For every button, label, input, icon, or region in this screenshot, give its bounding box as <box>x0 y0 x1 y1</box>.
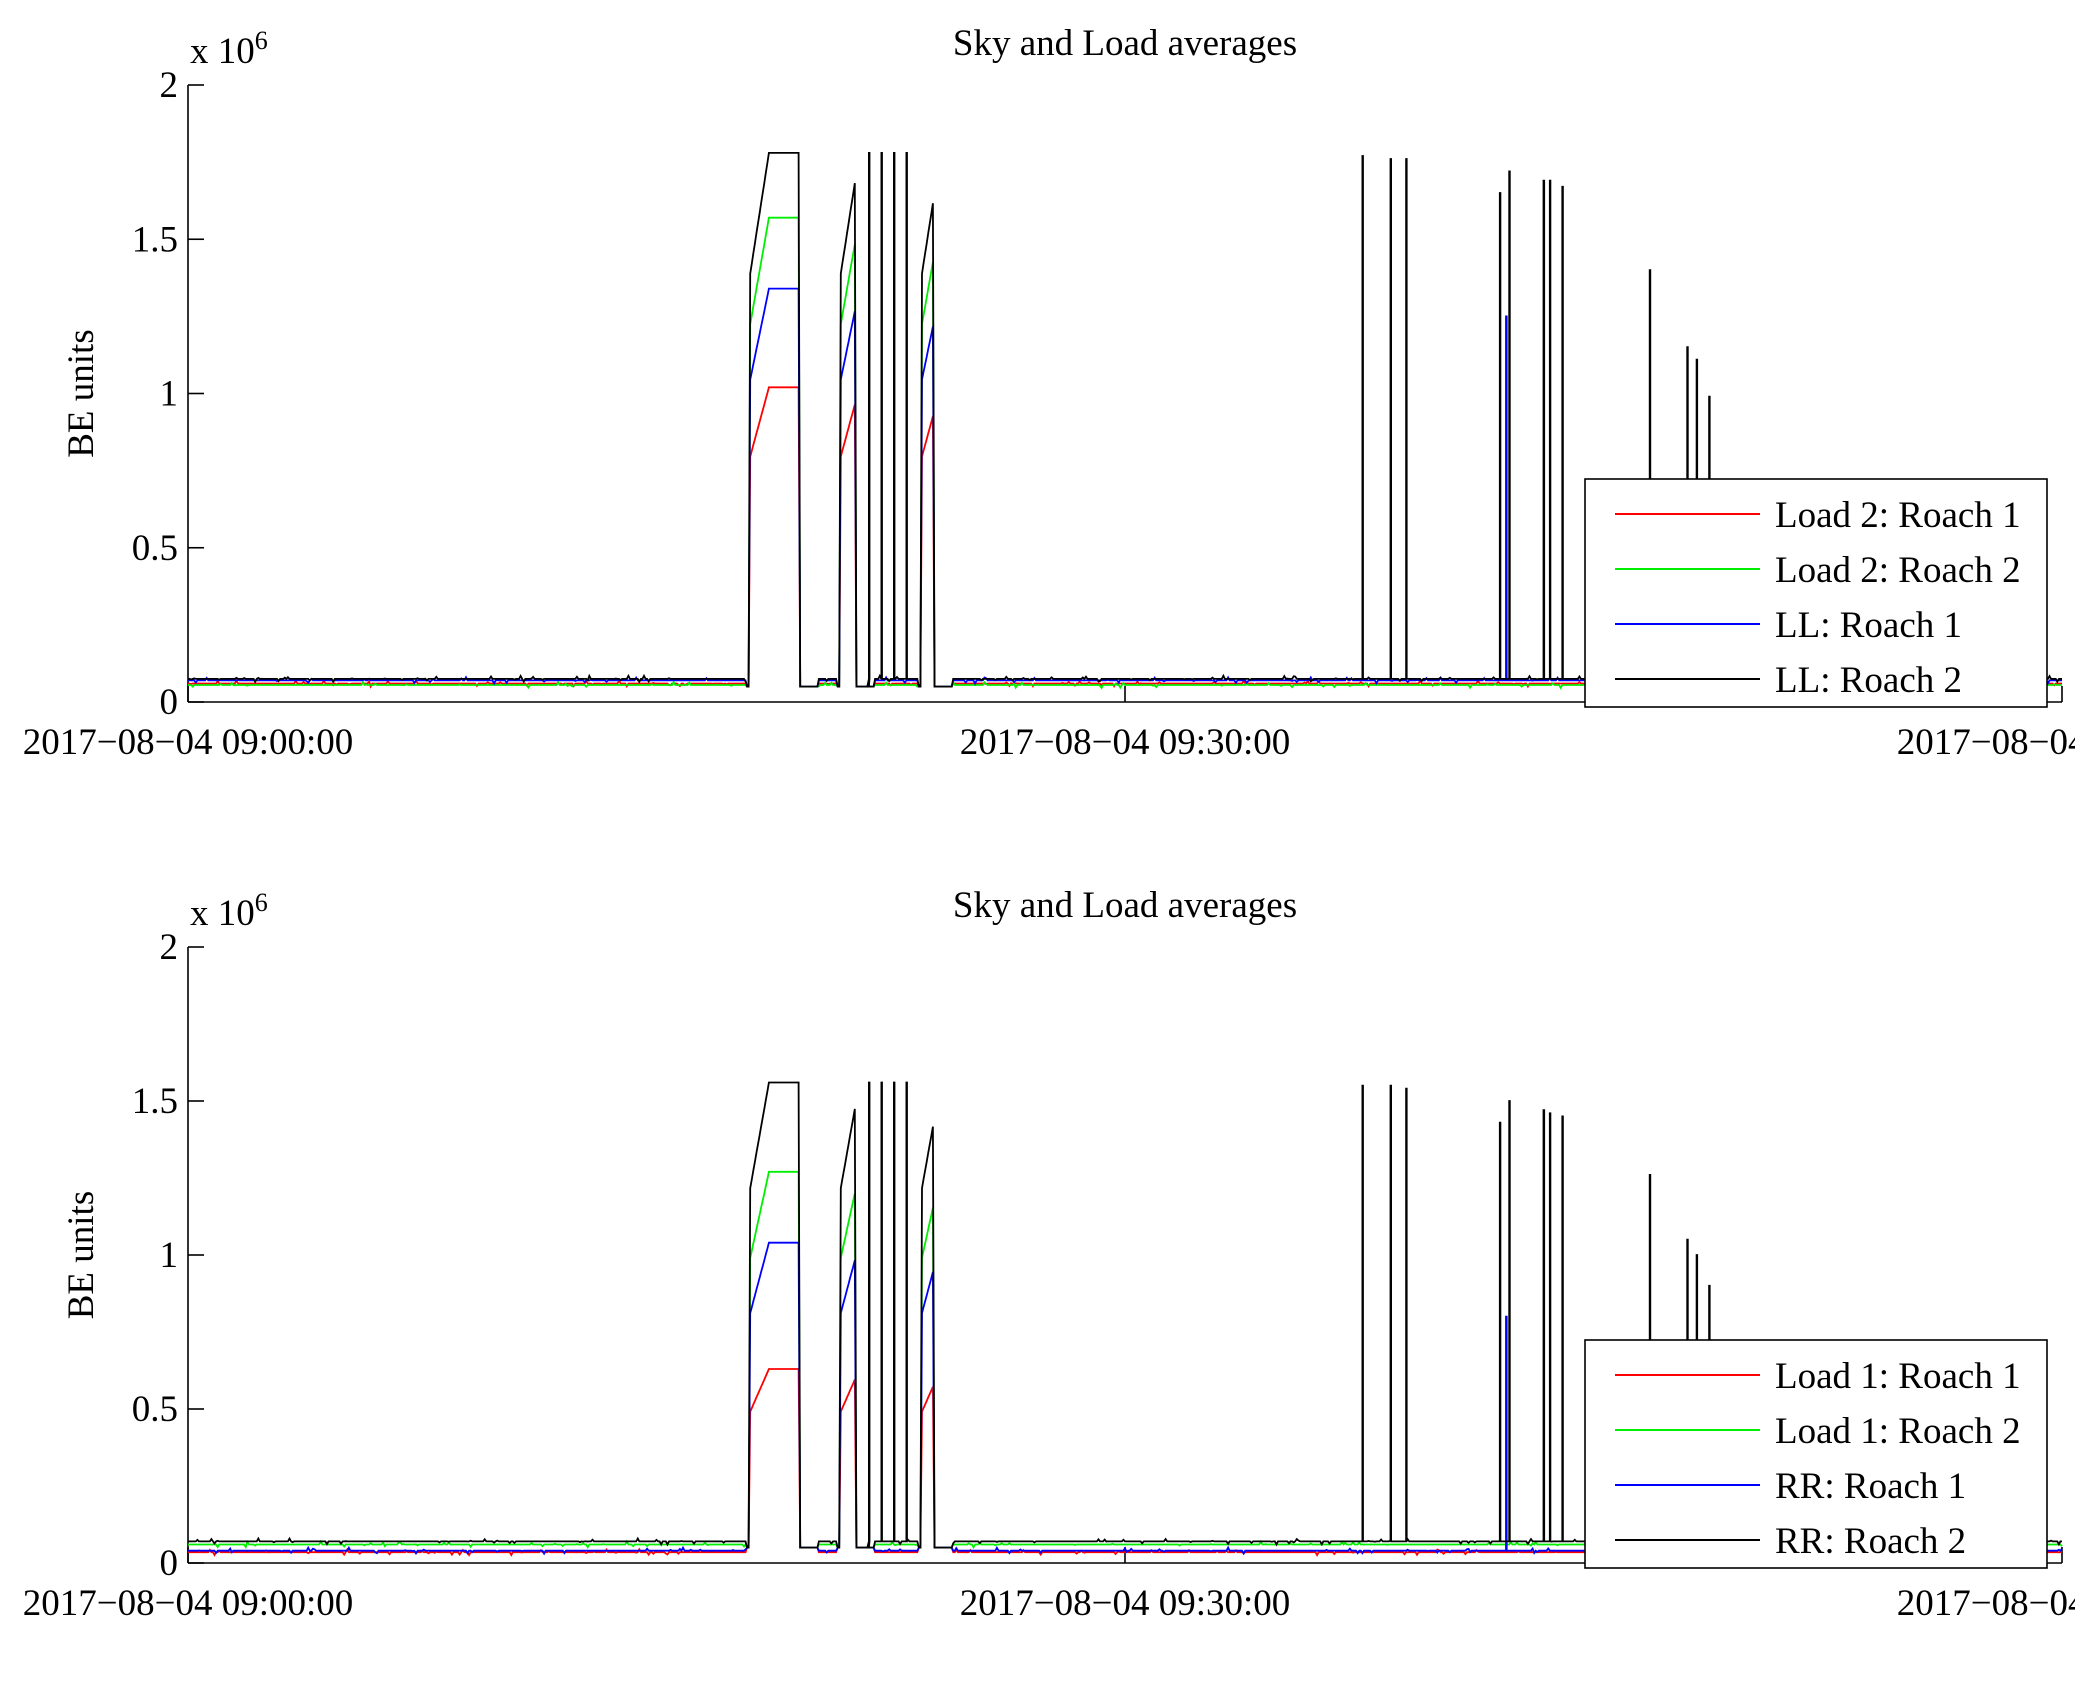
y-tick-label: 1.5 <box>132 1081 178 1122</box>
legend: Load 1: Roach 1 Load 1: Roach 2 RR: Roach … <box>1584 1339 2048 1569</box>
x-tick-label: 2017−08−04 09:00:00 <box>23 722 354 763</box>
x-tick-label: 2017−08−04 09:30:00 <box>960 722 1291 763</box>
legend: Load 2: Roach 1 Load 2: Roach 2 LL: Roach … <box>1584 478 2048 708</box>
x-tick-label: 2017−08−04 10:00:00 <box>1897 722 2075 763</box>
y-tick-label: 0.5 <box>132 1389 178 1430</box>
legend-label: LL: Roach 1 <box>1775 605 1962 646</box>
y-tick-label: 2 <box>160 65 179 106</box>
chart-title: Sky and Load averages <box>953 885 1297 926</box>
y-tick-label: 1 <box>160 1235 179 1276</box>
y-tick-label: 1.5 <box>132 219 178 260</box>
chart-title: Sky and Load averages <box>953 23 1297 64</box>
legend-box <box>1584 478 2048 708</box>
legend-label: Load 2: Roach 2 <box>1775 550 2021 591</box>
y-tick-label: 2 <box>160 927 179 968</box>
y-tick-label: 1 <box>160 374 179 415</box>
x-tick-label: 2017−08−04 09:00:00 <box>23 1583 354 1624</box>
y-tick-label: 0.5 <box>132 528 178 569</box>
chart-panel-2: Sky and Load averages 0 0.5 1 1.5 2 x 106 2017−… <box>23 885 2075 1624</box>
legend-label: RR: Roach 1 <box>1775 1466 1966 1507</box>
x-tick-label: 2017−08−04 09:30:00 <box>960 1583 1291 1624</box>
y-tick-label: 0 <box>160 682 179 723</box>
legend-box <box>1584 1339 2048 1569</box>
legend-label: Load 1: Roach 1 <box>1775 1356 2021 1397</box>
legend-label: Load 2: Roach 1 <box>1775 495 2021 536</box>
y-axis-label: BE units <box>61 1191 102 1320</box>
y-multiplier-label: x 106 <box>190 888 268 934</box>
legend-label: LL: Roach 2 <box>1775 660 1962 701</box>
legend-label: RR: Roach 2 <box>1775 1521 1966 1562</box>
y-axis-label: BE units <box>61 329 102 458</box>
y-multiplier-label: x 106 <box>190 26 268 72</box>
chart-panel-1: Sky and Load averages 0 0.5 1 1.5 2 x 106 2017−… <box>23 23 2075 763</box>
x-tick-label: 2017−08−04 10:00:00 <box>1897 1583 2075 1624</box>
y-tick-label: 0 <box>160 1543 179 1584</box>
legend-label: Load 1: Roach 2 <box>1775 1411 2021 1452</box>
